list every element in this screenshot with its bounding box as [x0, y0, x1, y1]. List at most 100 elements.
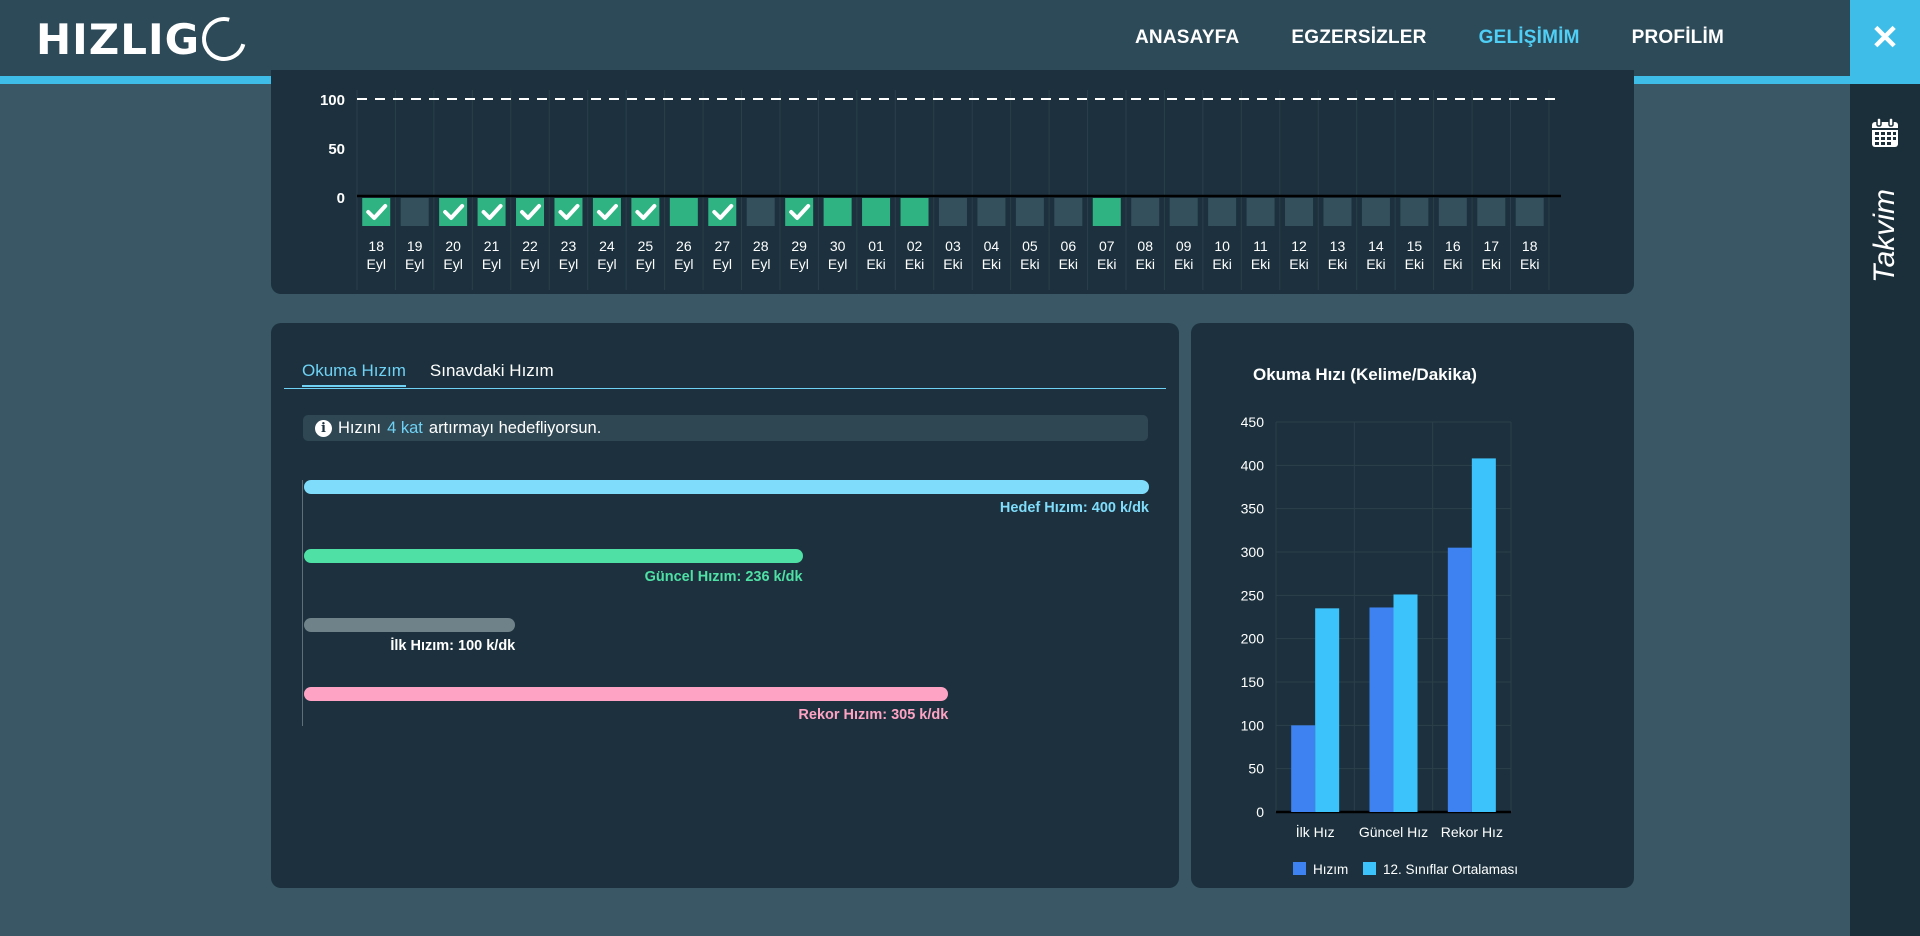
target-speed-label: Hedef Hızım: 400 k/dk [999, 500, 1149, 516]
day-status-box [746, 198, 775, 226]
day-cell-11-Eki[interactable]: 11 Eki [1246, 198, 1275, 272]
day-number: 28 [753, 238, 769, 254]
bar-i̇lk-hız-hizim[interactable] [1291, 725, 1316, 812]
day-cell-17-Eki[interactable]: 17 Eki [1477, 198, 1506, 272]
current-speed-label: Güncel Hızım: 236 k/dk [644, 569, 803, 585]
day-month: Eki [943, 256, 962, 272]
day-cell-19-Eyl[interactable]: 19 Eyl [400, 198, 429, 272]
calendar-label: Takvim [1868, 189, 1902, 283]
day-cell-28-Eyl[interactable]: 28 Eyl [746, 198, 775, 272]
legend-swatch [1293, 862, 1306, 875]
logo-ring-icon [194, 8, 255, 70]
nav-anasayfa[interactable]: ANASAYFA [1135, 27, 1240, 48]
check-icon [712, 204, 734, 220]
day-cell-20-Eyl[interactable]: 20 Eyl [439, 198, 468, 272]
y-tick-label: 50 [1248, 761, 1264, 777]
day-status-box [977, 198, 1006, 226]
day-cell-18-Eki[interactable]: 18 Eki [1515, 198, 1544, 272]
logo[interactable]: HIZLIG [36, 8, 255, 70]
day-month: Eyl [405, 256, 424, 272]
day-cell-02-Eki[interactable]: 02 Eki [900, 198, 929, 272]
nav-egzersizler[interactable]: EGZERSİZLER [1291, 27, 1427, 48]
daily-progress-chart: 100 50 0 18Eyl19Eyl20Eyl21Eyl22Eyl23Eyl2… [320, 90, 1561, 290]
day-month: Eyl [443, 256, 462, 272]
legend-item[interactable]: 12. Sınıflar Ortalaması [1363, 862, 1518, 877]
current-speed-bar [304, 549, 803, 563]
bar-rekor-hız-hizim[interactable] [1447, 547, 1472, 812]
day-cell-07-Eki[interactable]: 07 Eki [1092, 198, 1121, 272]
day-cell-04-Eki[interactable]: 04 Eki [977, 198, 1006, 272]
day-number: 14 [1368, 238, 1384, 254]
check-icon [481, 204, 503, 220]
check-icon [789, 204, 811, 220]
speed-comparison-card: Okuma Hızı (Kelime/Dakika) 0 50 100 150 200 2… [1191, 323, 1634, 888]
record-speed-label: Rekor Hızım: 305 k/dk [798, 707, 949, 723]
day-cell-05-Eki[interactable]: 05 Eki [1015, 198, 1044, 272]
tab-sinavdaki-hizim[interactable]: Sınavdaki Hızım [429, 361, 554, 380]
day-number: 09 [1176, 238, 1192, 254]
x-tick-label: Rekor Hız [1441, 824, 1503, 840]
y-tick-label: 400 [1241, 457, 1265, 473]
day-cell-27-Eyl[interactable]: 27 Eyl [708, 198, 737, 272]
day-number: 29 [791, 238, 807, 254]
day-status-box [400, 198, 429, 226]
day-cell-22-Eyl[interactable]: 22 Eyl [516, 198, 545, 272]
day-cell-25-Eyl[interactable]: 25 Eyl [631, 198, 660, 272]
day-number: 06 [1061, 238, 1077, 254]
day-number: 08 [1137, 238, 1153, 254]
day-number: 01 [868, 238, 884, 254]
day-cell-13-Eki[interactable]: 13 Eki [1323, 198, 1352, 272]
day-cell-26-Eyl[interactable]: 26 Eyl [669, 198, 698, 272]
day-month: Eki [1059, 256, 1078, 272]
day-month: Eyl [674, 256, 693, 272]
nav-profilim[interactable]: PROFİLİM [1631, 27, 1724, 48]
close-button[interactable]: ✕ [1850, 0, 1920, 76]
day-status-box [900, 198, 929, 226]
bar-güncel-hız-hizim[interactable] [1369, 607, 1394, 812]
day-cell-08-Eki[interactable]: 08 Eki [1131, 198, 1160, 272]
day-status-box [1169, 198, 1198, 226]
day-cell-21-Eyl[interactable]: 21 Eyl [477, 198, 506, 272]
bar-i̇lk-hız-ortalama[interactable] [1315, 608, 1340, 812]
day-status-box [1477, 198, 1506, 226]
day-cell-14-Eki[interactable]: 14 Eki [1361, 198, 1390, 272]
day-cell-16-Eki[interactable]: 16 Eki [1438, 198, 1467, 272]
day-status-box [1285, 198, 1314, 226]
day-cell-15-Eki[interactable]: 15 Eki [1400, 198, 1429, 272]
legend-item[interactable]: Hızım [1293, 862, 1348, 877]
day-month: Eki [905, 256, 924, 272]
day-month: Eyl [789, 256, 808, 272]
day-cell-06-Eki[interactable]: 06 Eki [1054, 198, 1083, 272]
day-cell-18-Eyl[interactable]: 18 Eyl [362, 198, 391, 272]
check-icon [366, 204, 388, 220]
day-number: 11 [1253, 238, 1268, 254]
tab-okuma-hizim[interactable]: Okuma Hızım [302, 361, 406, 387]
calendar-icon[interactable] [1871, 118, 1899, 148]
day-number: 30 [830, 238, 846, 254]
sidebar-accent-bar [1850, 76, 1920, 84]
calendar-toggle[interactable]: Takvim [1864, 176, 1906, 296]
day-cell-12-Eki[interactable]: 12 Eki [1285, 198, 1314, 272]
day-cell-10-Eki[interactable]: 10 Eki [1208, 198, 1237, 272]
bar-güncel-hız-ortalama[interactable] [1393, 594, 1418, 812]
day-month: Eki [1366, 256, 1385, 272]
day-status-box [1054, 198, 1083, 226]
y-tick-label: 350 [1241, 501, 1265, 517]
bar-rekor-hız-ortalama[interactable] [1471, 458, 1496, 812]
day-number: 20 [445, 238, 461, 254]
day-cell-09-Eki[interactable]: 09 Eki [1169, 198, 1198, 272]
day-cell-29-Eyl[interactable]: 29 Eyl [785, 198, 814, 272]
day-number: 17 [1483, 238, 1499, 254]
day-cell-01-Eki[interactable]: 01 Eki [862, 198, 891, 272]
x-tick-label: Güncel Hız [1359, 824, 1428, 840]
day-cell-23-Eyl[interactable]: 23 Eyl [554, 198, 583, 272]
day-cell-24-Eyl[interactable]: 24 Eyl [592, 198, 621, 272]
day-status-box [1015, 198, 1044, 226]
day-status-box [1246, 198, 1275, 226]
nav-gelisimim[interactable]: GELİŞİMİM [1478, 27, 1580, 48]
day-cell-03-Eki[interactable]: 03 Eki [938, 198, 967, 272]
day-cell-30-Eyl[interactable]: 30 Eyl [823, 198, 852, 272]
speed-comparison-chart: 0 50 100 150 200 250 300 350 400 450 İlk Hız Günce… [1241, 414, 1518, 877]
x-tick-label: İlk Hız [1296, 823, 1335, 840]
day-month: Eki [1135, 256, 1154, 272]
